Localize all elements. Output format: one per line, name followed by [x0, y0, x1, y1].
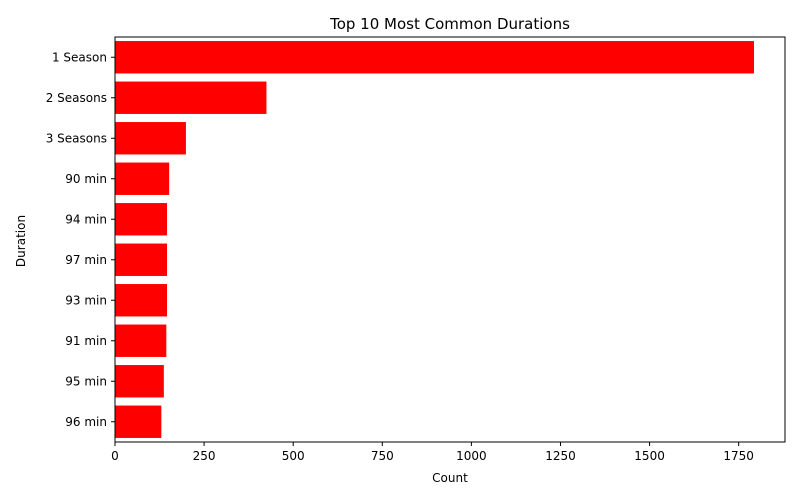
- x-tick-label-7: 1750: [723, 449, 754, 463]
- chart-title: Top 10 Most Common Durations: [329, 15, 570, 33]
- axes-layer: 1 Season 2 Seasons 3 Seasons 90 min 94 min 97…: [46, 36, 786, 463]
- y-tick-label-0: 1 Season: [52, 50, 107, 64]
- y-tick-label-8: 95 min: [65, 374, 107, 388]
- y-tick-label-2: 3 Seasons: [46, 131, 107, 145]
- bar-7: [115, 324, 167, 357]
- bar-0: [115, 41, 754, 74]
- y-tick-label-6: 93 min: [65, 293, 107, 307]
- y-tick-label-1: 2 Seasons: [46, 91, 107, 105]
- y-tick-label-9: 96 min: [65, 415, 107, 429]
- bar-6: [115, 284, 168, 317]
- bars-layer: [115, 41, 754, 438]
- plot-frame: [114, 36, 786, 443]
- bar-2: [115, 122, 186, 155]
- bar-4: [115, 203, 168, 236]
- bar-9: [115, 405, 162, 438]
- x-tick-label-2: 500: [282, 449, 305, 463]
- y-tick-label-3: 90 min: [65, 172, 107, 186]
- bar-1: [115, 81, 267, 114]
- y-tick-label-4: 94 min: [65, 212, 107, 226]
- x-tick-label-0: 0: [111, 449, 119, 463]
- y-axis-label: Duration: [14, 215, 28, 267]
- bar-5: [115, 243, 168, 276]
- x-axis-label: Count: [432, 471, 468, 485]
- bar-3: [115, 162, 170, 195]
- y-tick-label-5: 97 min: [65, 253, 107, 267]
- x-tick-label-3: 750: [371, 449, 394, 463]
- bar-8: [115, 365, 164, 398]
- x-tick-label-6: 1500: [634, 449, 665, 463]
- x-tick-label-5: 1250: [545, 449, 576, 463]
- y-tick-label-7: 91 min: [65, 334, 107, 348]
- x-tick-label-4: 1000: [456, 449, 487, 463]
- x-tick-label-1: 250: [193, 449, 216, 463]
